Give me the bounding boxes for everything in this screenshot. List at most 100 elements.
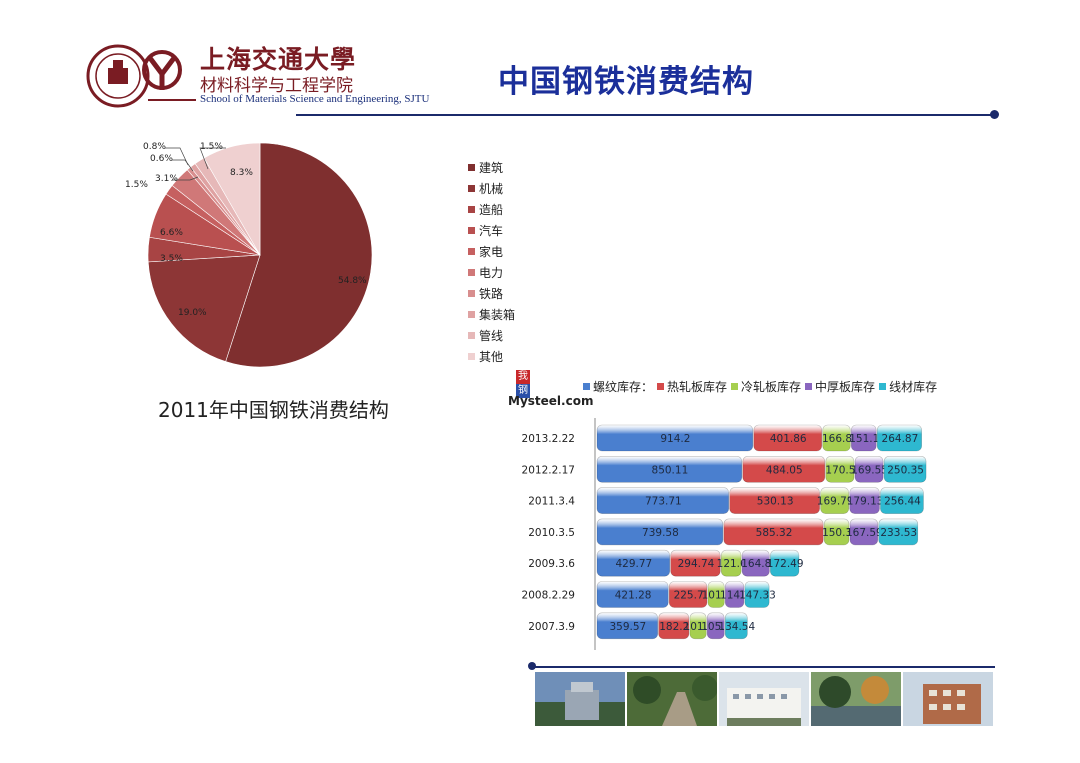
bar-value-label: 105.1	[701, 621, 731, 633]
bar-value-label: 164.8	[741, 558, 771, 570]
bar-segment	[668, 581, 708, 608]
college-name-en: School of Materials Science and Engineer…	[200, 93, 430, 105]
bar-legend-swatch	[879, 383, 887, 390]
bar-category-label: 2011.3.4	[528, 496, 575, 508]
pie-legend-item: 其他	[468, 346, 515, 367]
pie-legend-label: 其他	[479, 350, 504, 364]
bar-value-label: 151.1	[849, 433, 879, 445]
pie-legend-swatch	[468, 227, 475, 234]
bar-segment	[596, 455, 743, 483]
bar-segment	[596, 612, 658, 640]
bar-segment	[823, 518, 850, 546]
bar-segment	[720, 549, 742, 577]
bar-value-label: 147.33	[739, 590, 776, 602]
mysteel-logo-box2: 钢铁	[516, 384, 530, 410]
bar-legend-label: 线材库存	[889, 380, 938, 394]
bar-value-label: 169.79	[817, 496, 854, 508]
bar-legend-swatch	[805, 383, 813, 390]
bar-value-label: 150.3	[822, 527, 852, 539]
bar-value-label: 264.87	[882, 433, 919, 445]
bar-value-label: 429.77	[615, 558, 652, 570]
bar-value-label: 359.57	[609, 621, 646, 633]
bar-segment	[596, 549, 671, 577]
header-logo: 上海交通大學 材料科学与工程学院 School of Materials Sci…	[80, 40, 429, 112]
pie-leader-line	[199, 147, 226, 170]
bar-legend-label: 螺纹库存：	[593, 380, 654, 394]
bar-segment	[706, 612, 725, 640]
pie-legend-item: 建筑	[468, 157, 515, 178]
bar-value-label: 170.5	[825, 464, 855, 476]
bar-legend-label: 中厚板库存	[815, 380, 876, 394]
bar-value-label: 914.2	[660, 433, 690, 445]
slide-title: 中国钢铁消费结构	[498, 64, 754, 100]
bar-segment	[689, 612, 707, 640]
bar-value-label: 585.32	[756, 527, 793, 539]
bar-segment	[742, 455, 826, 483]
pie-legend-swatch	[468, 353, 475, 360]
pie-legend-swatch	[468, 206, 475, 213]
bar-segment	[658, 612, 690, 640]
bar-category-label: 2013.2.22	[522, 433, 575, 445]
brick-building-photo	[903, 672, 993, 726]
pie-leader-line	[165, 147, 189, 166]
bar-value-label: 101.1	[702, 590, 732, 602]
bar-legend: 螺纹库存： 热轧板库存 冷轧板库存 中厚板库存 线材库存	[583, 378, 941, 395]
pie-legend-item: 铁路	[468, 283, 515, 304]
pie-legend-swatch	[468, 311, 475, 318]
campus-building-photo	[535, 672, 625, 726]
pie-leader-line	[172, 159, 194, 172]
bar-value-label: 166.8	[822, 433, 852, 445]
pie-legend-item: 管线	[468, 325, 515, 346]
white-building-photo	[719, 672, 809, 726]
top-divider	[296, 114, 993, 116]
bar-value-label: 530.13	[757, 496, 794, 508]
bar-value-label: 121.6	[717, 558, 747, 570]
pie-legend-item: 集装箱	[468, 304, 515, 325]
bar-segment	[822, 424, 851, 452]
bar-category-label: 2008.2.29	[522, 590, 575, 602]
bar-segment	[854, 455, 884, 483]
bar-value-label: 172.49	[767, 558, 804, 570]
pie-caption: 2011年中国钢铁消费结构	[158, 398, 389, 422]
pie-legend-label: 建筑	[479, 161, 504, 175]
mysteel-logo-word: Mysteel.com	[508, 394, 594, 408]
pie-legend-swatch	[468, 248, 475, 255]
bar-legend-item: 冷轧板库存	[731, 378, 801, 395]
bar-segment	[707, 581, 725, 608]
bar-legend-item: 中厚板库存	[805, 378, 875, 395]
pie-label: 19.0%	[178, 308, 207, 318]
bar-legend-label: 热轧板库存	[667, 380, 728, 394]
pie-label: 3.5%	[160, 254, 183, 264]
bar-value-label: 169.55	[851, 464, 888, 476]
bar-segment	[880, 487, 924, 514]
bar-legend-swatch	[657, 383, 665, 390]
bar-segment	[741, 549, 770, 577]
bar-segment	[596, 424, 754, 452]
pie-leader-line	[172, 176, 199, 181]
pie-legend-item: 电力	[468, 262, 515, 283]
pie-label: 6.6%	[160, 228, 183, 238]
pie-legend-swatch	[468, 164, 475, 171]
bar-segment	[849, 487, 880, 514]
bar-value-label: 101.0	[684, 621, 714, 633]
bar-value-label: 850.11	[652, 464, 689, 476]
pie-legend-label: 电力	[479, 266, 504, 280]
bar-segment	[723, 518, 824, 546]
pie-legend-label: 汽车	[479, 224, 504, 238]
pie-legend-label: 管线	[479, 329, 504, 343]
bar-legend-item: 线材库存	[879, 378, 937, 395]
pie-label: 54.8%	[338, 276, 367, 286]
pie-legend: 建筑 机械 造船 汽车 家电 电力 铁路 集装箱 管线 其他	[468, 157, 515, 367]
pie-legend-item: 汽车	[468, 220, 515, 241]
bar-value-label: 421.28	[615, 590, 652, 602]
pie-label: 1.5%	[200, 142, 223, 152]
bar-legend-label: 冷轧板库存	[741, 380, 802, 394]
mysteel-logo-box1: 我的	[516, 370, 530, 396]
bottom-divider	[530, 666, 995, 668]
top-divider-dot	[990, 110, 999, 119]
pie-legend-swatch	[468, 185, 475, 192]
pie-label: 0.6%	[150, 154, 173, 164]
bar-segment	[820, 487, 850, 514]
bar-value-label: 401.86	[770, 433, 807, 445]
pie-legend-item: 家电	[468, 241, 515, 262]
